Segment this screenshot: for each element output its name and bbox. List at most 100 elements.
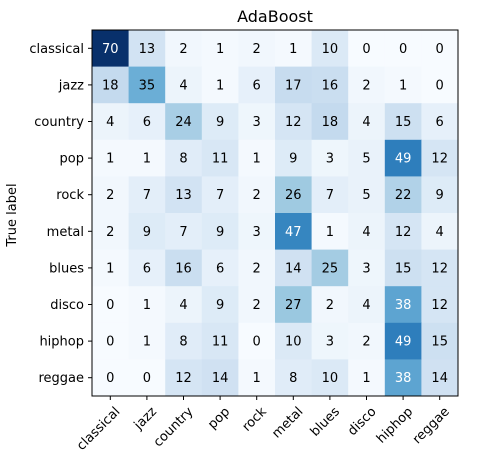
heatmap-cell [275,176,313,214]
heatmap-cell [275,66,313,104]
heatmap-cell [128,103,166,141]
cell-value-label: 7 [326,188,334,203]
cell-value-label: 12 [395,225,412,240]
cell-value-label: 25 [322,261,339,276]
heatmap-cell [165,66,203,104]
heatmap-cell [384,176,422,214]
cell-value-label: 4 [179,298,187,313]
cell-value-label: 7 [143,188,151,203]
heatmap-cell [348,103,386,141]
heatmap-cell [275,322,313,360]
cell-value-label: 1 [399,78,407,93]
heatmap-cell [165,176,203,214]
cell-value-label: 2 [362,78,370,93]
heatmap-cell [311,213,349,251]
heatmap-cell [384,213,422,251]
heatmap-cell [165,249,203,287]
cell-value-label: 2 [253,261,261,276]
heatmap-cell [201,139,239,177]
cell-value-label: 1 [106,152,114,167]
x-tick-label: pop [205,404,233,432]
cell-value-label: 5 [362,188,370,203]
cell-value-label: 10 [322,371,339,386]
cell-value-label: 3 [253,115,261,130]
cell-value-label: 35 [139,78,156,93]
cell-value-label: 16 [175,261,192,276]
heatmap-cell [311,322,349,360]
heatmap-cell [165,213,203,251]
heatmap-cells [92,30,459,397]
heatmap-cell [421,213,459,251]
heatmap-cell [201,30,239,68]
x-tick-label: classical [74,404,123,453]
cell-value-label: 70 [102,42,119,57]
heatmap-cell [128,359,166,397]
cell-value-label: 2 [253,298,261,313]
x-tick-label: reggae [410,404,453,447]
y-tick-label: metal [47,225,84,240]
y-tick-label: jazz [58,78,84,93]
heatmap-cell [384,103,422,141]
heatmap-cell [165,103,203,141]
cell-value-label: 13 [175,188,192,203]
cell-value-label: 6 [143,115,151,130]
heatmap-cell [311,249,349,287]
heatmap-cell [275,139,313,177]
cell-value-label: 49 [395,335,412,350]
heatmap-cell [165,139,203,177]
heatmap-cell [238,249,276,287]
heatmap-cell [238,213,276,251]
heatmap-cell [238,322,276,360]
heatmap-cell [128,213,166,251]
heatmap-cell [92,359,130,397]
heatmap-cell [128,322,166,360]
heatmap-cell [92,213,130,251]
heatmap-cell [311,139,349,177]
heatmap-cell [201,322,239,360]
heatmap-cell [92,249,130,287]
heatmap-cell [311,359,349,397]
heatmap-cell [92,322,130,360]
heatmap-cell [348,359,386,397]
cell-value-label: 12 [431,152,448,167]
cell-value-label: 13 [139,42,156,57]
cell-value-label: 9 [216,225,224,240]
heatmap-cell [165,286,203,324]
heatmap-cell [201,66,239,104]
cell-value-label: 0 [143,371,151,386]
cell-value-label: 0 [362,42,370,57]
cell-value-label: 2 [326,298,334,313]
heatmap-cell [238,359,276,397]
cell-value-label: 6 [253,78,261,93]
cell-value-label: 6 [436,115,444,130]
heatmap-cell [311,176,349,214]
heatmap-cell [311,30,349,68]
cell-value-label: 8 [289,371,297,386]
y-tick-label: pop [60,152,84,167]
cell-value-label: 12 [431,298,448,313]
cell-value-label: 1 [253,152,261,167]
heatmap-cell [128,286,166,324]
heatmap-cell [238,103,276,141]
cell-value-label: 3 [326,152,334,167]
heatmap-cell [201,359,239,397]
heatmap-cell [384,66,422,104]
heatmap-cell [421,139,459,177]
heatmap-cell [421,249,459,287]
cell-value-label: 1 [362,371,370,386]
heatmap-cell [201,176,239,214]
cell-value-label: 1 [253,371,261,386]
x-tick-label: blues [308,404,343,439]
heatmap-cell [421,322,459,360]
heatmap-cell [384,30,422,68]
heatmap-cell [348,322,386,360]
heatmap-cell [165,30,203,68]
y-tick-label: blues [49,261,84,276]
cell-value-label: 3 [362,261,370,276]
heatmap-cell [165,322,203,360]
cell-value-label: 9 [436,188,444,203]
cell-value-label: 1 [289,42,297,57]
cell-value-label: 22 [395,188,412,203]
heatmap-cell [275,213,313,251]
